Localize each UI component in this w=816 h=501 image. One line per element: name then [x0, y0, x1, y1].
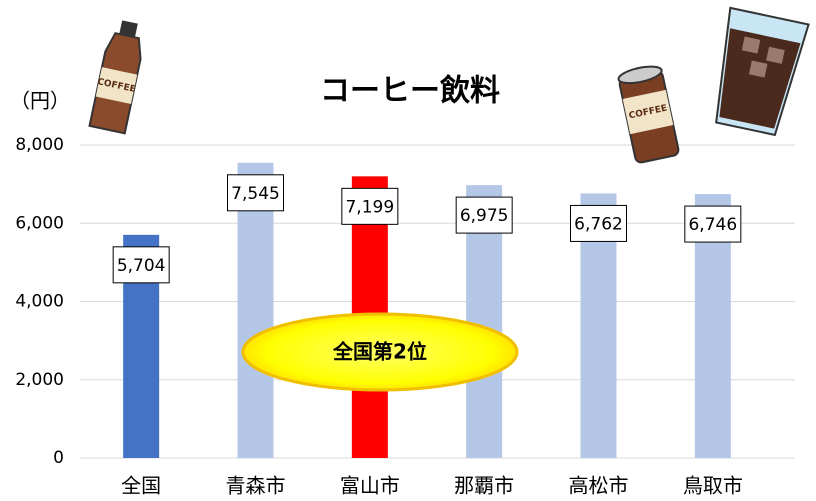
- value-label: 6,975: [460, 206, 509, 226]
- y-tick-label: 0: [53, 448, 64, 468]
- value-label: 6,746: [688, 215, 737, 235]
- y-tick-label: 2,000: [15, 370, 64, 390]
- bottle-icon: COFFEE: [88, 18, 149, 134]
- x-tick-label: 高松市: [569, 474, 629, 498]
- x-tick-label: 富山市: [340, 474, 400, 498]
- value-label: 6,762: [574, 214, 623, 234]
- x-tick-label: 全国: [121, 474, 161, 498]
- chart: 0 2,000 4,000 6,000 8,000 全国 5,704 青森市 7,545 富山市 7…: [0, 0, 816, 501]
- x-tick-label: 那覇市: [454, 474, 514, 498]
- y-tick-label: 4,000: [15, 292, 64, 312]
- x-tick-label: 鳥取市: [683, 474, 743, 498]
- y-tick-label: 6,000: [15, 213, 64, 233]
- chart-title: コーヒー飲料: [320, 74, 500, 109]
- x-tick-label: 青森市: [226, 474, 286, 498]
- value-label: 5,704: [117, 256, 166, 276]
- value-label: 7,545: [231, 184, 280, 204]
- annotation: 全国第2位: [332, 340, 427, 364]
- y-tick-label: 8,000: [15, 135, 64, 155]
- value-label: 7,199: [345, 197, 394, 217]
- y-axis-label: （円）: [10, 89, 70, 113]
- cup-icon: [706, 8, 808, 137]
- can-icon: COFFEE: [617, 63, 679, 163]
